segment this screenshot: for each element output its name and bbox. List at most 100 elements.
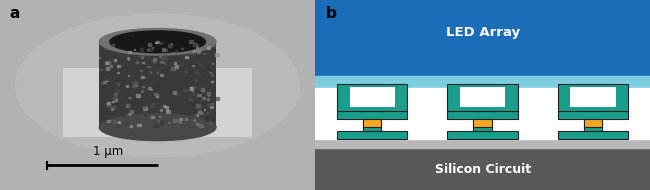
Text: LED Array: LED Array [445,26,520,39]
Bar [127,113,129,115]
Bar [150,89,151,90]
Bar [103,81,106,83]
Bar [111,108,113,110]
Bar [160,109,162,111]
Bar [165,106,168,108]
Bar [141,56,143,58]
Bar [215,53,219,56]
Bar [207,92,210,95]
Bar [159,104,161,106]
Bar [114,105,117,108]
Bar [558,84,629,111]
Bar [183,89,186,91]
Bar [168,44,172,47]
Bar [203,53,205,54]
Bar [159,116,160,117]
Bar [198,108,201,110]
Bar [134,49,135,50]
Bar [156,40,159,43]
Bar [158,95,159,96]
Bar [162,48,166,51]
Bar [195,114,197,116]
Bar [116,103,118,105]
Bar [161,61,163,63]
Bar [181,63,183,64]
Bar [198,93,201,97]
Bar [148,86,151,89]
Bar [156,78,159,80]
Bar [63,68,252,137]
Bar [151,116,154,118]
Bar [473,120,492,131]
Bar [136,94,140,97]
Bar [118,123,120,124]
Bar [142,62,144,63]
Bar [157,94,159,95]
Bar [127,57,129,59]
Bar [193,86,196,88]
Bar [140,48,144,51]
Bar [208,95,209,96]
Bar [315,148,650,190]
Bar [447,84,518,111]
Bar [173,120,177,122]
Bar [195,79,197,81]
Bar [337,84,408,111]
Bar [118,121,120,124]
Bar [584,120,603,131]
Bar [176,50,177,51]
Bar [157,72,158,73]
Bar [558,111,629,119]
Bar [153,61,155,63]
Bar [134,84,136,86]
Bar [106,78,108,80]
Bar [114,59,116,61]
Bar [447,131,518,139]
Bar [129,97,130,98]
Bar [125,85,128,86]
Bar [202,48,203,50]
Bar [141,76,144,78]
Text: 1 μm: 1 μm [93,145,123,158]
Bar [156,96,158,97]
Bar [211,81,213,82]
Bar [140,70,142,71]
Bar [117,83,120,85]
Text: a: a [10,6,20,21]
Bar [154,93,157,95]
Bar [159,56,161,57]
Bar [194,60,198,62]
Bar [190,87,192,88]
Bar [194,50,196,51]
Bar [447,111,518,119]
Bar [460,87,505,107]
Bar [106,67,109,70]
Bar [128,75,129,76]
Bar [110,65,112,67]
Bar [168,122,170,124]
Bar [156,69,159,71]
Bar [142,90,143,92]
Bar [105,48,107,49]
Bar [106,79,109,81]
Bar [210,106,213,108]
Bar [190,87,193,90]
Bar [158,120,159,121]
Bar [105,62,108,64]
Bar [174,62,176,64]
Bar [160,74,162,76]
Bar [148,66,150,67]
Bar [173,91,176,93]
Bar [206,112,209,114]
Bar [145,112,148,113]
Bar [116,89,120,92]
Bar [177,64,181,66]
Bar [207,46,211,49]
Bar [99,57,100,58]
Bar [315,88,650,139]
Bar [216,97,219,100]
Bar [165,49,168,51]
Bar [185,56,188,58]
Bar [155,42,157,43]
Bar [363,119,382,127]
